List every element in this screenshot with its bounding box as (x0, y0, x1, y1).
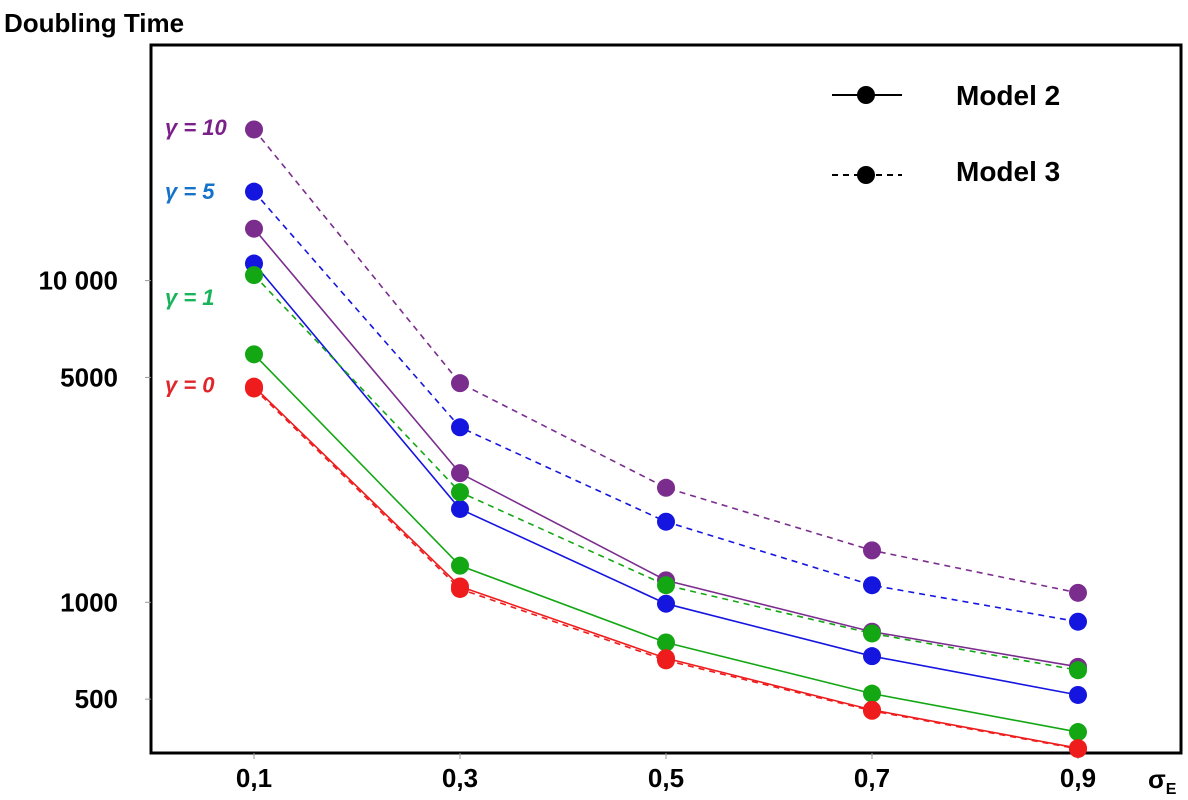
x-tick-label: 0,7 (854, 763, 890, 793)
data-point-model2-gamma-5 (1069, 685, 1087, 704)
legend: Model 2 Model 3 (832, 80, 1060, 187)
series-line-model3-gamma-1 (253, 274, 1079, 671)
y-tick-label: 1000 (60, 587, 118, 617)
data-point-model3-gamma-1 (657, 576, 675, 595)
gamma-labels: γ = 10 γ = 5 γ = 1 γ = 0 (165, 115, 228, 397)
data-point-model2-gamma-0 (1069, 739, 1087, 758)
x-tick-label: 0,1 (236, 763, 272, 793)
legend-label-model3: Model 3 (956, 156, 1060, 187)
data-point-model2-gamma-1 (657, 633, 675, 652)
data-point-model3-gamma-5 (245, 182, 263, 201)
data-point-model3-gamma-10 (451, 374, 469, 393)
legend-solid-marker (857, 86, 875, 104)
data-point-model2-gamma-1 (863, 684, 881, 703)
y-axis-title: Doubling Time (4, 8, 184, 38)
y-tick-label: 500 (75, 684, 118, 714)
data-point-model2-gamma-1 (1069, 723, 1087, 742)
data-point-model2-gamma-1 (245, 345, 263, 364)
data-point-model2-gamma-5 (451, 499, 469, 518)
data-point-model3-gamma-1 (1069, 661, 1087, 680)
data-point-model3-gamma-1 (451, 483, 469, 502)
x-tick-label: 0,9 (1060, 763, 1096, 793)
series-line-model2-gamma-0 (253, 386, 1079, 749)
x-axis-title: σE (1148, 764, 1177, 798)
data-point-model3-gamma-5 (1069, 612, 1087, 631)
gamma-label: γ = 1 (165, 285, 215, 310)
legend-label-model2: Model 2 (956, 80, 1060, 111)
data-point-model2-gamma-5 (863, 647, 881, 666)
series-points (245, 120, 1087, 758)
gamma-label: γ = 5 (165, 179, 215, 204)
y-tick-label: 10 000 (38, 266, 118, 296)
x-axis-ticks: 0,1 0,3 0,5 0,7 0,9 (236, 753, 1096, 793)
data-point-model3-gamma-10 (657, 478, 675, 497)
data-point-model3-gamma-10 (863, 541, 881, 560)
gamma-label: γ = 0 (165, 373, 215, 398)
x-tick-label: 0,3 (442, 763, 478, 793)
legend-dashed-marker (857, 166, 875, 184)
data-point-model3-gamma-10 (245, 120, 263, 139)
data-point-model2-gamma-1 (451, 556, 469, 575)
data-point-model3-gamma-5 (863, 576, 881, 595)
data-point-model3-gamma-1 (245, 266, 263, 285)
data-point-model2-gamma-0 (451, 577, 469, 596)
data-point-model3-gamma-10 (1069, 583, 1087, 602)
data-point-model2-gamma-0 (245, 377, 263, 396)
x-tick-label: 0,5 (648, 763, 684, 793)
gamma-label: γ = 10 (165, 115, 228, 140)
data-point-model2-gamma-0 (863, 700, 881, 719)
series-line-model3-gamma-0 (253, 387, 1079, 750)
data-point-model3-gamma-1 (863, 624, 881, 643)
data-point-model2-gamma-5 (657, 594, 675, 613)
data-point-model3-gamma-5 (451, 418, 469, 437)
data-point-model3-gamma-5 (657, 512, 675, 531)
data-point-model2-gamma-10 (245, 219, 263, 238)
data-point-model2-gamma-0 (657, 649, 675, 668)
data-point-model2-gamma-10 (451, 464, 469, 483)
series-line-model3-gamma-5 (253, 191, 1079, 623)
y-tick-label: 5000 (60, 362, 118, 392)
y-axis-ticks: 500 1000 5000 10 000 (38, 266, 151, 714)
